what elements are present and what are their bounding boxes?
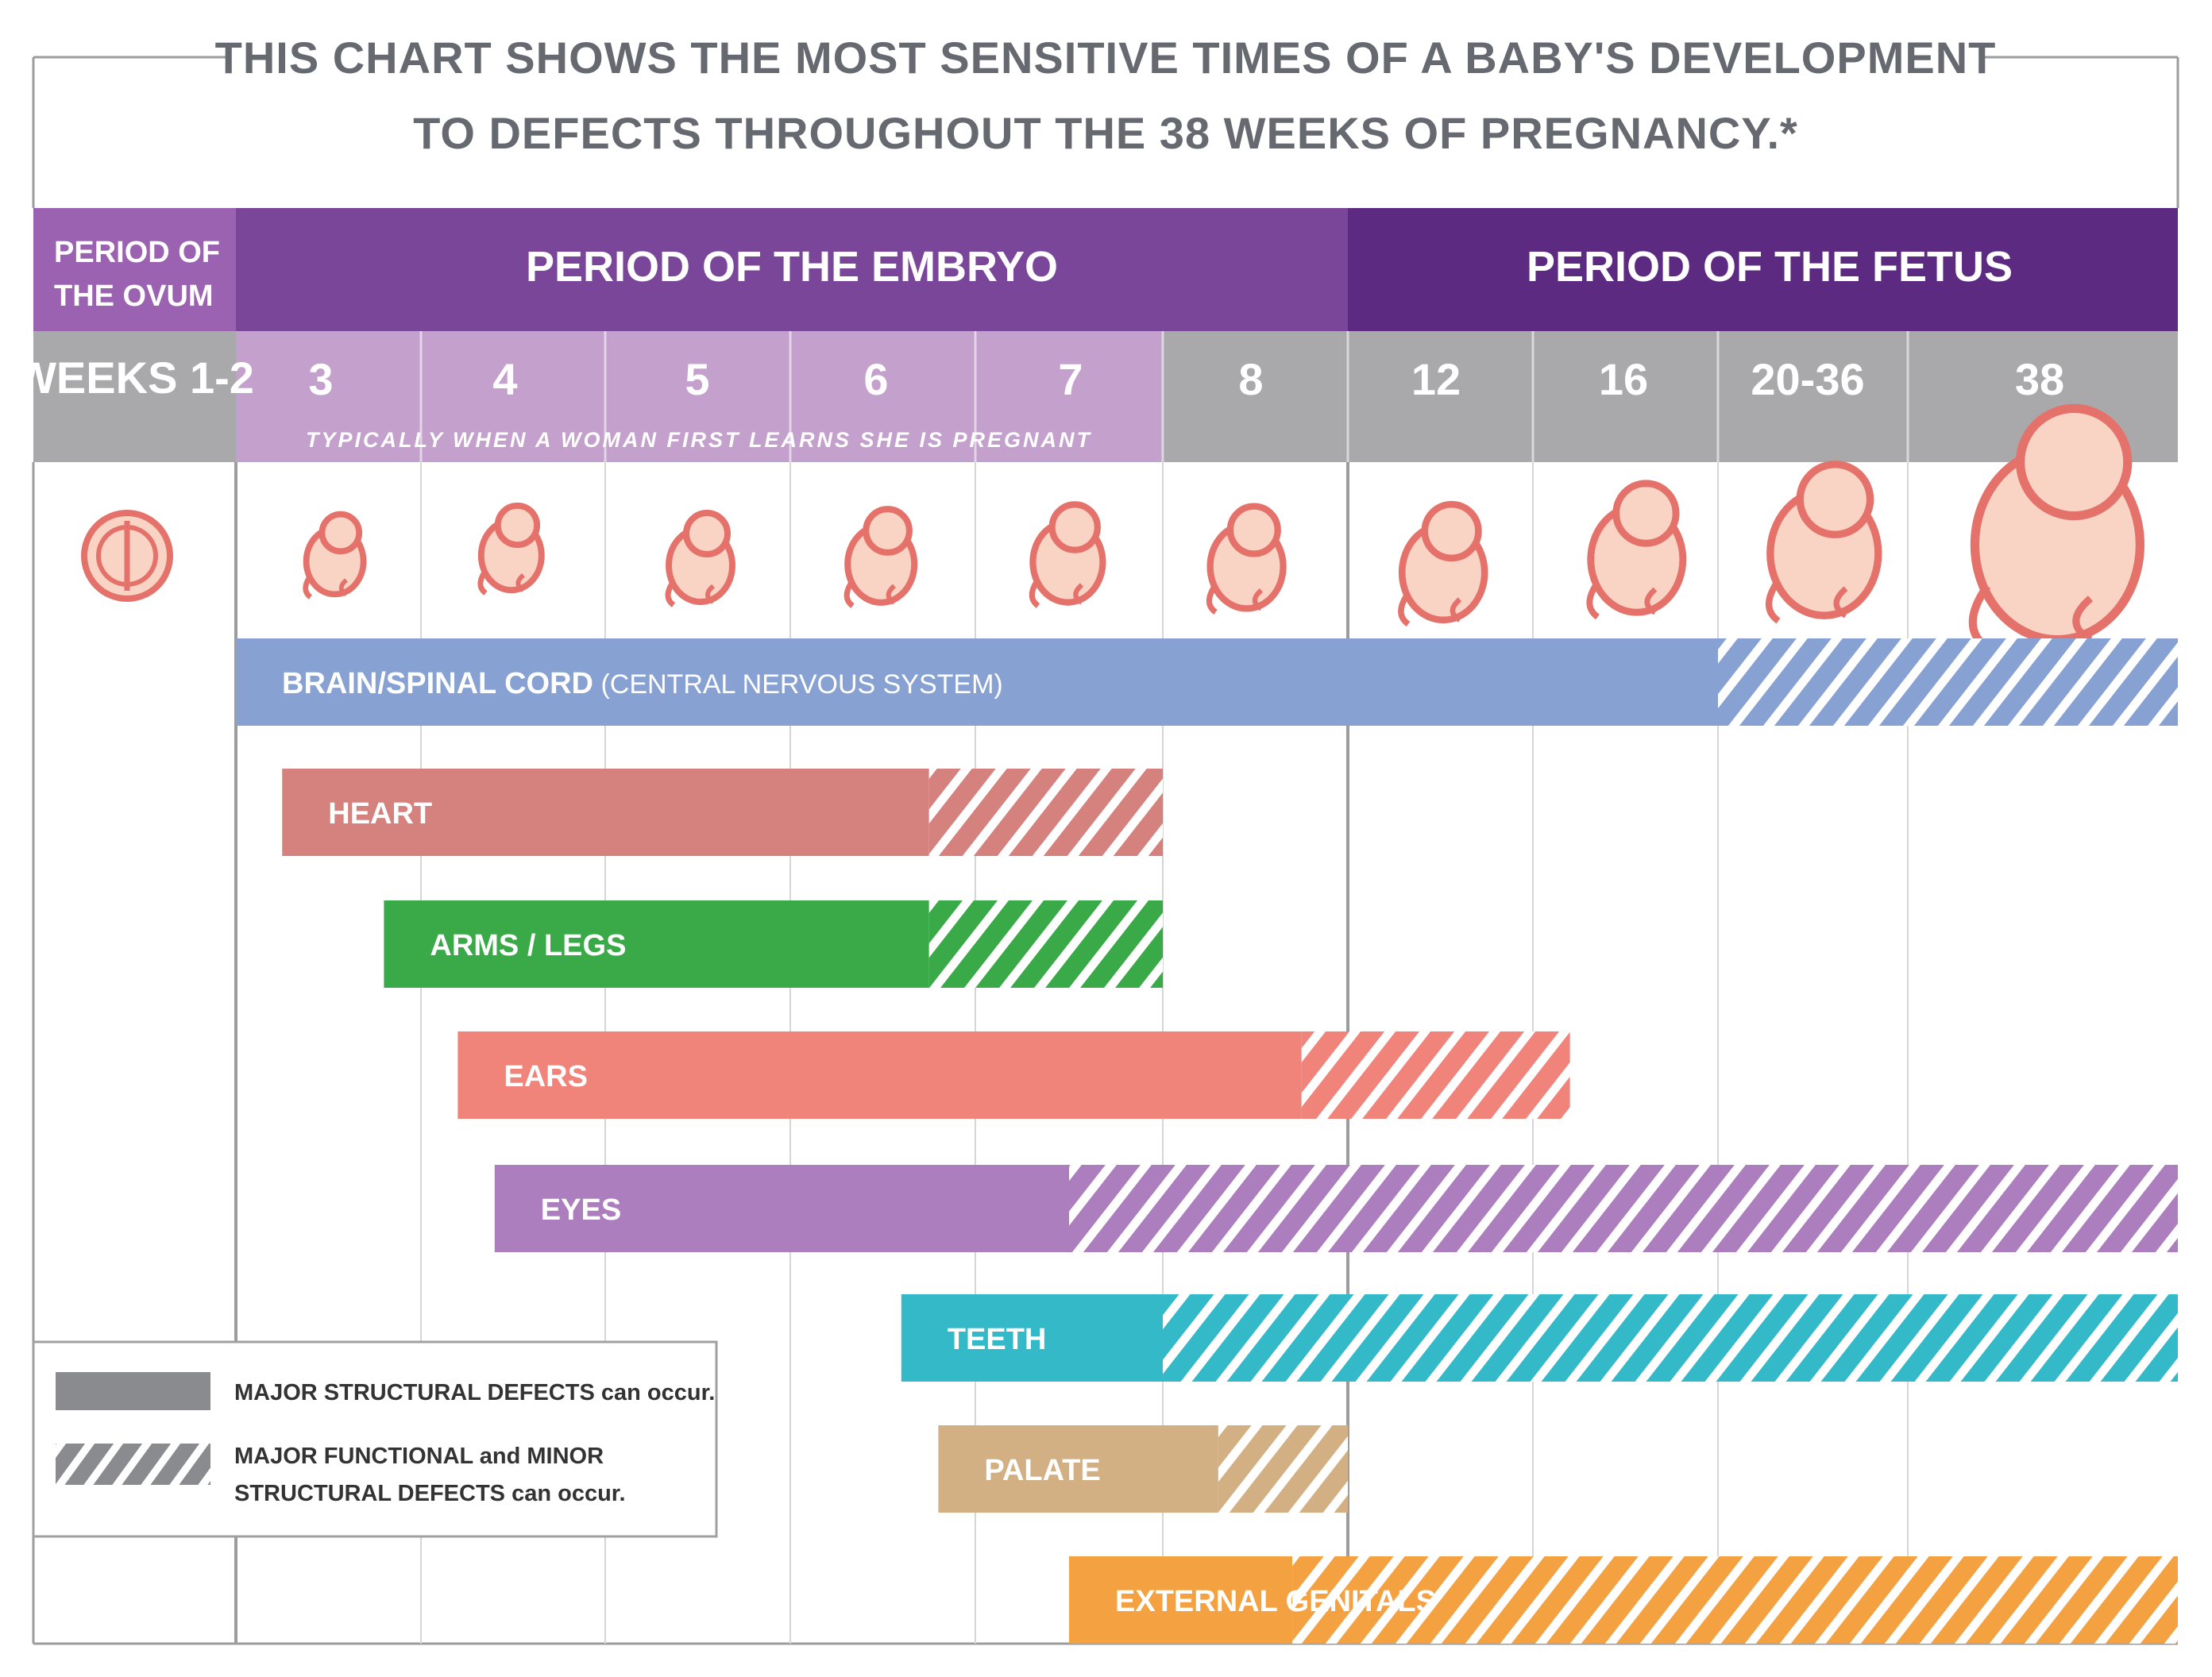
bar-palate-label: PALATE: [984, 1454, 1100, 1487]
embryo-week-5-icon: [665, 510, 735, 607]
bar-brain-spinal-cord-hatched: [1718, 638, 2178, 726]
legend: MAJOR STRUCTURAL DEFECTS can occur. MAJO…: [32, 1340, 718, 1538]
bar-eyes-solid: [494, 1165, 1069, 1252]
bar-palate-hatched: [1218, 1425, 1348, 1513]
bar-arms-legs: ARMS / LEGS: [384, 900, 1163, 988]
legend-hatched-swatch: [56, 1444, 210, 1485]
week-label-16: 16: [1599, 354, 1648, 404]
fetus-header-bg: [1348, 208, 2178, 331]
bar-teeth: TEETH: [901, 1294, 2178, 1382]
fetus-week-20-36-icon: [1766, 461, 1882, 624]
bar-brain-spinal-cord-label: BRAIN/SPINAL CORD (CENTRAL NERVOUS SYSTE…: [282, 667, 1003, 700]
weeks-row: WEEKS 1-2 3 4 5 6 7 8 12 16 20-36 38 TYP…: [14, 331, 2178, 462]
fetus-week-16-icon: [1586, 480, 1687, 620]
bar-eyes-label: EYES: [541, 1193, 621, 1227]
bar-eyes: EYES: [494, 1165, 2178, 1252]
week-label-38: 38: [2015, 354, 2064, 404]
bar-teeth-hatched: [1163, 1294, 2178, 1382]
bar-ears-label: EARS: [504, 1060, 588, 1093]
ovum-header-bg: [33, 208, 236, 331]
bar-external-genitals-hatched: [1292, 1556, 2178, 1644]
weeks-late-bg: [1163, 331, 2178, 462]
fetus-week-12-icon: [1398, 500, 1488, 627]
week-label-4: 4: [492, 354, 517, 404]
embryo-week-4-icon: [477, 502, 545, 596]
embryo-label: PERIOD OF THE EMBRYO: [526, 243, 1058, 291]
bar-arms-legs-hatched: [928, 900, 1163, 988]
week-label-1-2: WEEKS 1-2: [14, 353, 254, 403]
week-label-7: 7: [1058, 354, 1083, 404]
bar-brain-spinal-cord-sublabel: (CENTRAL NERVOUS SYSTEM): [593, 669, 1003, 700]
title: THIS CHART SHOWS THE MOST SENSITIVE TIME…: [32, 33, 2179, 208]
fetus-label: PERIOD OF THE FETUS: [1527, 243, 2013, 291]
bar-ears-hatched: [1301, 1031, 1570, 1119]
weeks-embryo-bg: [236, 331, 1163, 462]
ovum-label-line-2: THE OVUM: [54, 280, 214, 313]
weeks-1-2-bg: [33, 331, 236, 462]
bar-heart-hatched: [928, 769, 1163, 856]
legend-hatched-label-line-2: STRUCTURAL DEFECTS can occur.: [234, 1481, 626, 1506]
bar-brain-spinal-cord: BRAIN/SPINAL CORD (CENTRAL NERVOUS SYSTE…: [236, 638, 2178, 726]
sensitivity-bars: BRAIN/SPINAL CORD (CENTRAL NERVOUS SYSTE…: [236, 638, 2178, 1644]
bar-teeth-label: TEETH: [948, 1323, 1047, 1356]
embryo-week-3-icon: [303, 511, 367, 599]
embryo-header-bg: [236, 208, 1348, 331]
bar-teeth-solid: [901, 1294, 1163, 1382]
week-label-8: 8: [1238, 354, 1263, 404]
bar-heart: HEART: [282, 769, 1163, 856]
bar-external-genitals-solid: [1069, 1556, 1293, 1644]
week-label-6: 6: [863, 354, 888, 404]
legend-solid-label: MAJOR STRUCTURAL DEFECTS can occur.: [234, 1380, 715, 1405]
week-label-20-36: 20-36: [1751, 354, 1864, 404]
bar-arms-legs-label: ARMS / LEGS: [430, 929, 626, 962]
bar-ears: EARS: [457, 1031, 1570, 1119]
bar-ears-solid: [457, 1031, 1302, 1119]
embryo-week-6-icon: [843, 506, 918, 608]
bar-palate-solid: [938, 1425, 1218, 1513]
bar-palate: PALATE: [938, 1425, 1348, 1513]
bar-external-genitals-label: EXTERNAL GENITALS: [1115, 1585, 1436, 1618]
pregnancy-note: TYPICALLY WHEN A WOMAN FIRST LEARNS SHE …: [306, 428, 1092, 452]
bar-external-genitals: EXTERNAL GENITALS: [1069, 1556, 2178, 1644]
title-line-1: THIS CHART SHOWS THE MOST SENSITIVE TIME…: [215, 33, 1997, 83]
week-label-5: 5: [685, 354, 709, 404]
bar-arms-legs-solid: [384, 900, 929, 988]
week-label-3: 3: [308, 354, 333, 404]
bar-heart-label: HEART: [328, 797, 432, 831]
bar-brain-spinal-cord-solid: [236, 638, 1718, 726]
legend-box: [32, 1340, 718, 1538]
ovum-label-line-1: PERIOD OF: [54, 236, 220, 269]
bar-eyes-hatched: [1069, 1165, 2178, 1252]
embryo-week-7-icon: [1029, 501, 1106, 608]
legend-solid-swatch: [56, 1372, 210, 1410]
legend-hatched-label-line-1: MAJOR FUNCTIONAL and MINOR: [234, 1444, 604, 1469]
period-header: PERIOD OF THE OVUM PERIOD OF THE EMBRYO …: [33, 208, 2178, 331]
bar-heart-solid: [282, 769, 929, 856]
week-label-12: 12: [1411, 354, 1461, 404]
embryo-week-8-icon: [1206, 503, 1287, 615]
title-line-2: TO DEFECTS THROUGHOUT THE 38 WEEKS OF PR…: [413, 108, 1798, 158]
ovum-icon: [81, 510, 173, 602]
